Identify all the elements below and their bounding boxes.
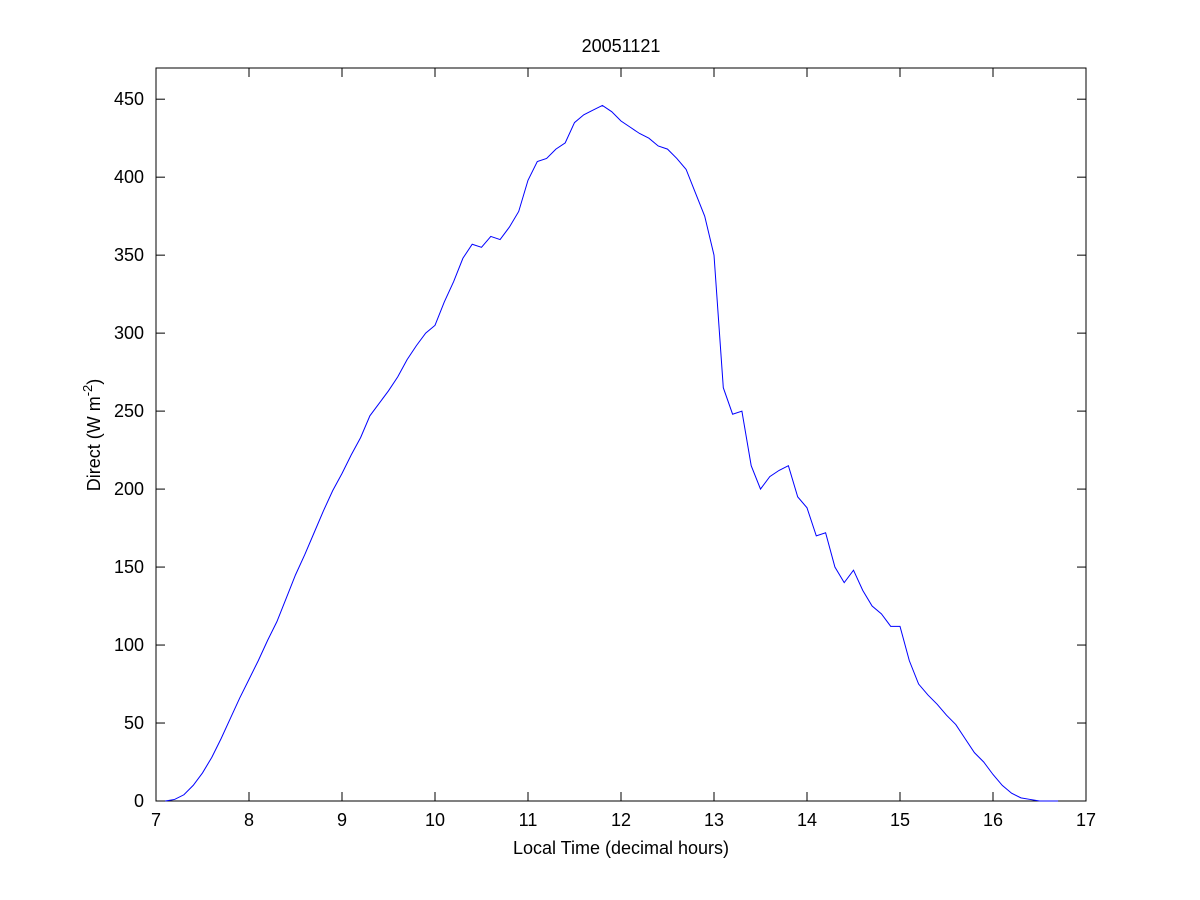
y-tick-label: 50 (124, 713, 144, 733)
y-axis-label-sup: -2 (80, 385, 95, 397)
y-axis-label-end: ) (84, 379, 104, 385)
y-tick-label: 200 (114, 479, 144, 499)
x-tick-label: 12 (611, 810, 631, 830)
x-tick-label: 15 (890, 810, 910, 830)
x-tick-label: 10 (425, 810, 445, 830)
y-tick-label: 450 (114, 89, 144, 109)
chart-title: 20051121 (582, 36, 661, 56)
y-tick-label: 350 (114, 245, 144, 265)
x-tick-label: 8 (244, 810, 254, 830)
plot-box (155, 67, 1087, 802)
y-tick-label: 300 (114, 323, 144, 343)
x-tick-label: 7 (151, 810, 161, 830)
y-tick-label: 400 (114, 167, 144, 187)
y-axis-label: Direct (W m-2) (80, 379, 104, 492)
y-tick-label: 250 (114, 401, 144, 421)
y-tick-label: 0 (134, 791, 144, 811)
x-tick-label: 11 (519, 810, 538, 830)
x-axis-label: Local Time (decimal hours) (513, 838, 729, 858)
y-tick-label: 100 (114, 635, 144, 655)
y-axis-label-main: Direct (W m (84, 396, 104, 491)
x-tick-label: 16 (983, 810, 1003, 830)
x-tick-label: 13 (704, 810, 724, 830)
x-tick-label: 9 (337, 810, 347, 830)
x-tick-label: 17 (1076, 810, 1096, 830)
x-tick-label: 14 (797, 810, 817, 830)
y-tick-label: 150 (114, 557, 144, 577)
data-line (165, 104, 1059, 802)
